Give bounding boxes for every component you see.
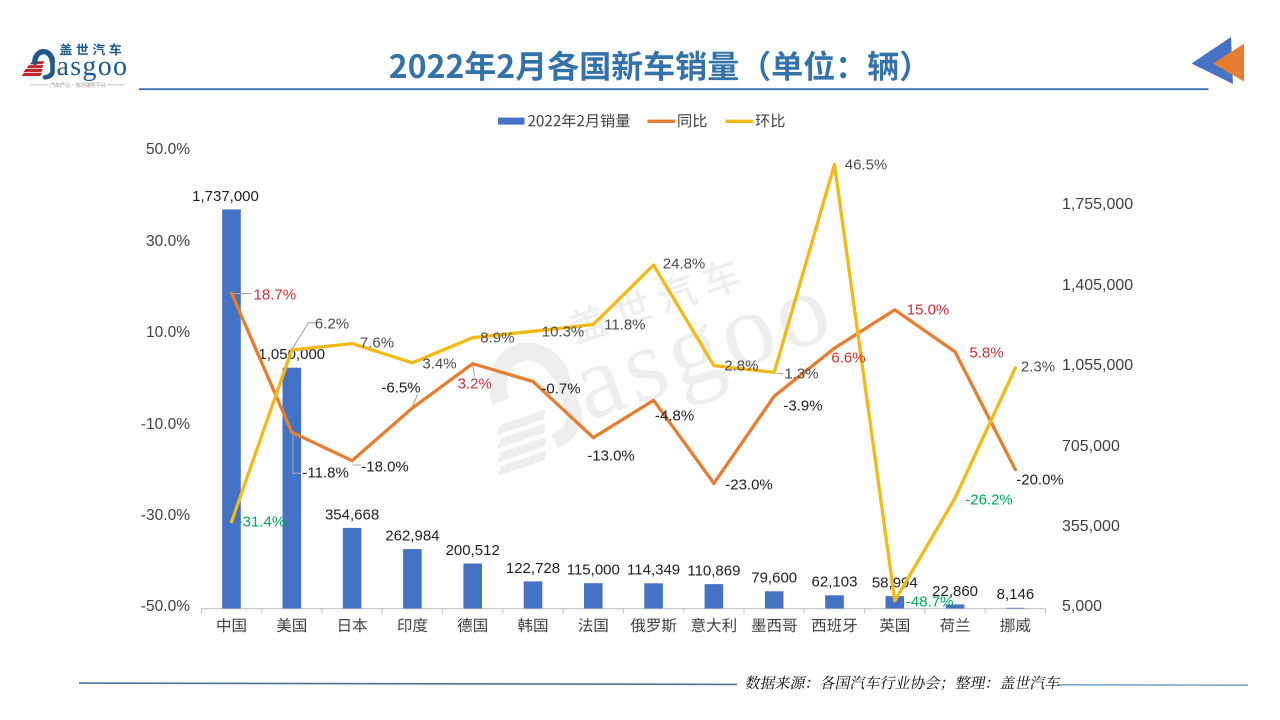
svg-text:122,728: 122,728: [506, 560, 560, 577]
svg-text:354,668: 354,668: [325, 506, 379, 523]
svg-text:62,103: 62,103: [812, 574, 858, 591]
svg-text:262,984: 262,984: [385, 528, 439, 545]
svg-text:114,349: 114,349: [627, 562, 680, 579]
svg-text:110,869: 110,869: [687, 563, 740, 580]
svg-text:1,737,000: 1,737,000: [192, 188, 259, 205]
svg-text:22,860: 22,860: [932, 583, 978, 600]
svg-text:8,146: 8,146: [997, 586, 1035, 603]
svg-text:200,512: 200,512: [446, 542, 500, 559]
svg-text:115,000: 115,000: [567, 562, 620, 579]
svg-text:79,600: 79,600: [751, 570, 797, 587]
